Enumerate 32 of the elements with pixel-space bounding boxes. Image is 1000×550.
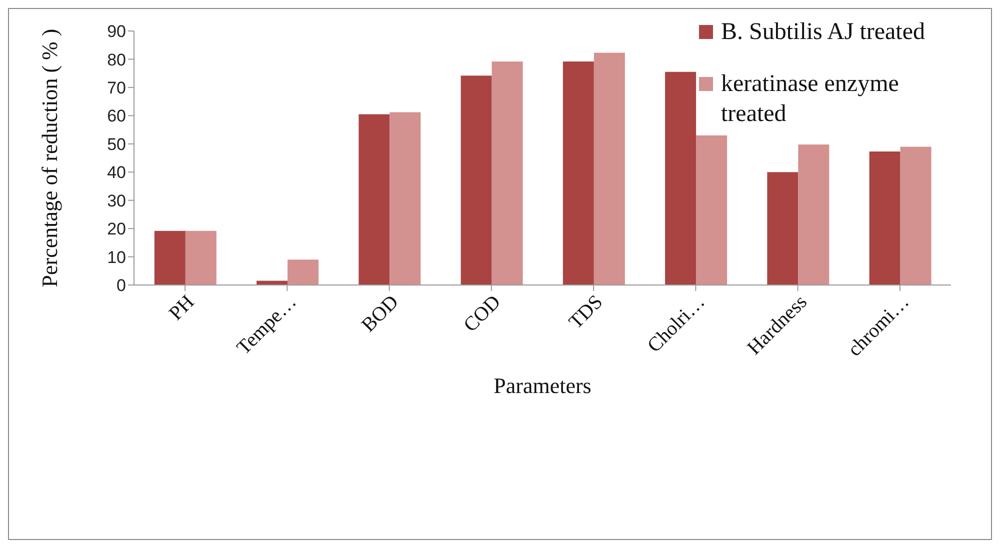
legend-label: keratinase enzyme treated: [721, 70, 900, 129]
bar: [562, 61, 594, 285]
x-axis-title: Parameters: [494, 373, 592, 398]
bar: [390, 112, 421, 285]
x-tick-label: TDS: [564, 291, 608, 334]
bar: [900, 146, 932, 285]
x-tick-label: PH: [164, 291, 199, 325]
bar: [696, 135, 728, 285]
bar: [492, 61, 523, 285]
y-tick-label: 10: [107, 248, 126, 267]
bar: [665, 72, 696, 285]
bar: [288, 260, 319, 285]
bar: [185, 230, 216, 285]
x-tick-label: COD: [460, 291, 506, 336]
y-tick-label: 50: [107, 134, 126, 154]
y-tick-label: 90: [107, 22, 126, 42]
y-tick-label: 60: [107, 106, 126, 126]
bar: [869, 152, 900, 285]
legend-label: B. Subtilis AJ treated: [721, 18, 925, 47]
y-tick-label: 0: [116, 276, 126, 296]
bar: [154, 230, 186, 285]
bar: [594, 52, 625, 285]
bar: [767, 172, 798, 285]
y-tick-label: 40: [107, 163, 126, 182]
bar: [460, 76, 492, 285]
y-tick-label: 70: [107, 78, 126, 98]
bar: [358, 114, 390, 285]
y-tick-label: 20: [107, 220, 126, 239]
y-tick-label: 30: [107, 191, 126, 210]
y-tick-label: 80: [107, 50, 126, 70]
bar: [798, 144, 830, 285]
y-axis-title: Percentage of reduction ( % ): [36, 28, 62, 288]
